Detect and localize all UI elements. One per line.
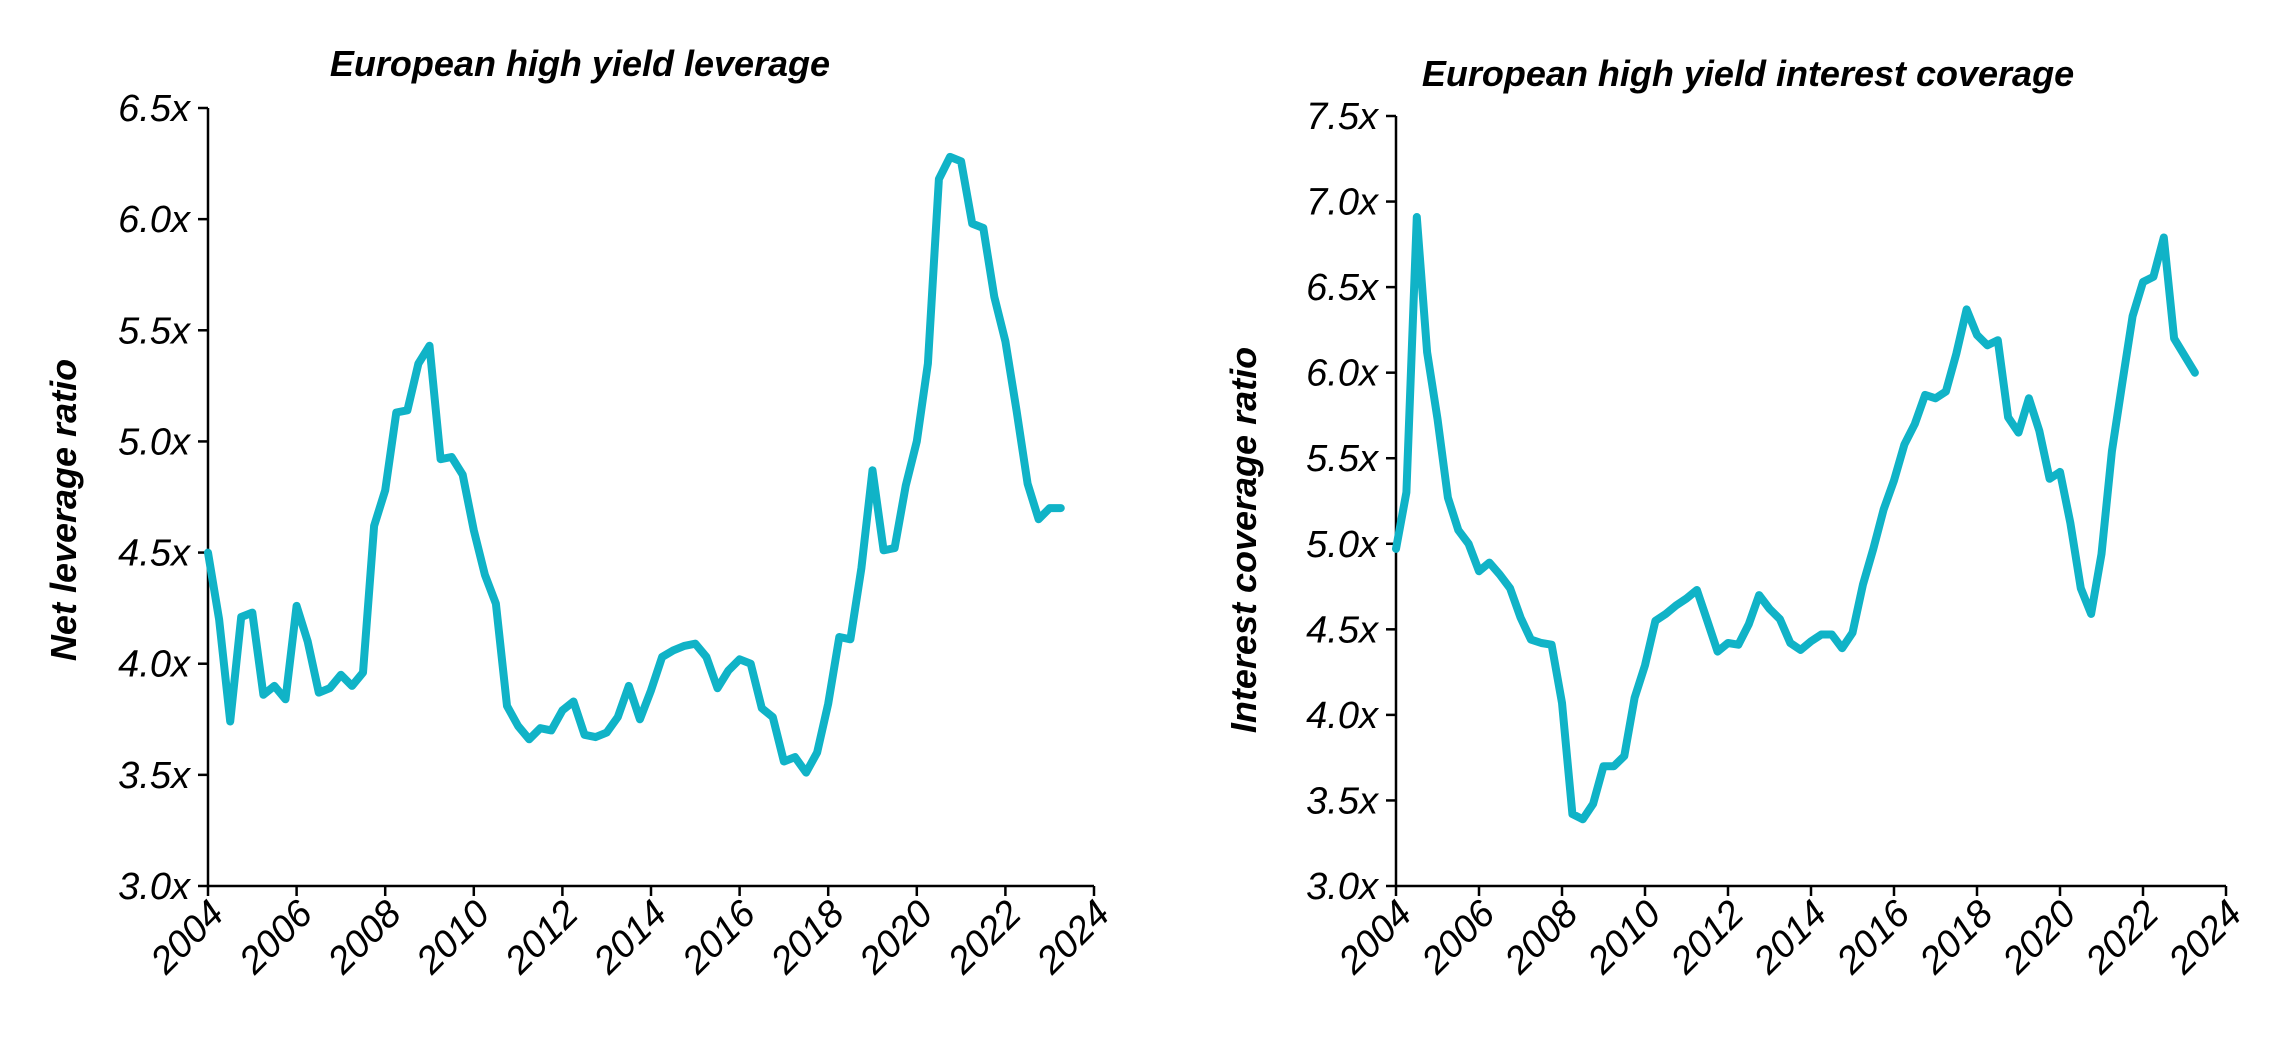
y-axis-label: Interest coverage ratio — [1223, 347, 1264, 733]
x-tick-label: 2018 — [762, 893, 852, 983]
x-tick-label: 2014 — [585, 893, 675, 983]
x-tick-label: 2022 — [940, 893, 1030, 983]
y-tick-label: 3.5x — [118, 755, 192, 797]
series-lines — [1392, 213, 2199, 824]
y-tick-label: 4.0x — [118, 644, 192, 686]
x-tick-label: 2008 — [319, 893, 409, 983]
x-tick-label: 2012 — [1662, 893, 1752, 983]
x-tick-label: 2024 — [2160, 893, 2250, 983]
x-tick-label: 2024 — [1028, 893, 1118, 983]
y-tick-label: 5.5x — [1306, 438, 1380, 480]
x-tick-label: 2012 — [497, 893, 587, 983]
y-tick-label: 6.0x — [1306, 353, 1380, 395]
y-tick-label: 6.5x — [1306, 267, 1380, 309]
leverage-chart: European high yield leverage Net leverag… — [43, 43, 1118, 983]
x-tick-label: 2020 — [851, 893, 941, 983]
x-tick-label: 2016 — [674, 892, 765, 983]
y-tick-label: 7.5x — [1306, 96, 1380, 138]
y-ticks: 3.0x 3.5x 4.0x 4.5x 5.0x 5.5x 6.0x 6.5x — [118, 88, 208, 908]
x-tick-label: 2016 — [1828, 892, 1919, 983]
y-tick-label: 6.0x — [118, 199, 192, 241]
x-tick-label: 2014 — [1745, 893, 1835, 983]
y-tick-label: 4.5x — [118, 533, 192, 575]
x-tick-label: 2008 — [1496, 893, 1586, 983]
x-tick-label: 2010 — [408, 893, 498, 983]
y-tick-label: 3.5x — [1306, 780, 1380, 822]
y-tick-label: 5.0x — [118, 421, 192, 463]
x-tick-label: 2010 — [1579, 893, 1669, 983]
chart-title: European high yield leverage — [330, 43, 830, 84]
y-tick-label: 5.5x — [118, 310, 192, 352]
y-tick-label: 7.0x — [1306, 182, 1380, 224]
x-tick-label: 2022 — [2077, 893, 2167, 983]
coverage-chart: European high yield interest coverage In… — [1223, 53, 2250, 983]
series-lines — [204, 152, 1065, 777]
y-axis-label: Net leverage ratio — [43, 359, 84, 661]
series-line — [204, 152, 1065, 777]
chart-title: European high yield interest coverage — [1422, 53, 2074, 94]
x-tick-label: 2020 — [1994, 893, 2084, 983]
series-line — [1392, 213, 2199, 824]
y-ticks: 3.0x 3.5x 4.0x 4.5x 5.0x 5.5x 6.0x 6.5x 7.0x 7.5x — [1306, 96, 1396, 908]
x-tick-label: 2006 — [1413, 892, 1504, 983]
y-tick-label: 3.0x — [1306, 866, 1380, 908]
y-tick-label: 4.5x — [1306, 609, 1380, 651]
x-ticks: 2004200620082010201220142016201820202022… — [1330, 886, 2250, 983]
x-tick-label: 2006 — [231, 892, 322, 983]
y-tick-label: 3.0x — [118, 866, 192, 908]
y-tick-label: 5.0x — [1306, 524, 1380, 566]
y-tick-label: 4.0x — [1306, 695, 1380, 737]
x-tick-label: 2018 — [1911, 893, 2001, 983]
y-tick-label: 6.5x — [118, 88, 192, 130]
